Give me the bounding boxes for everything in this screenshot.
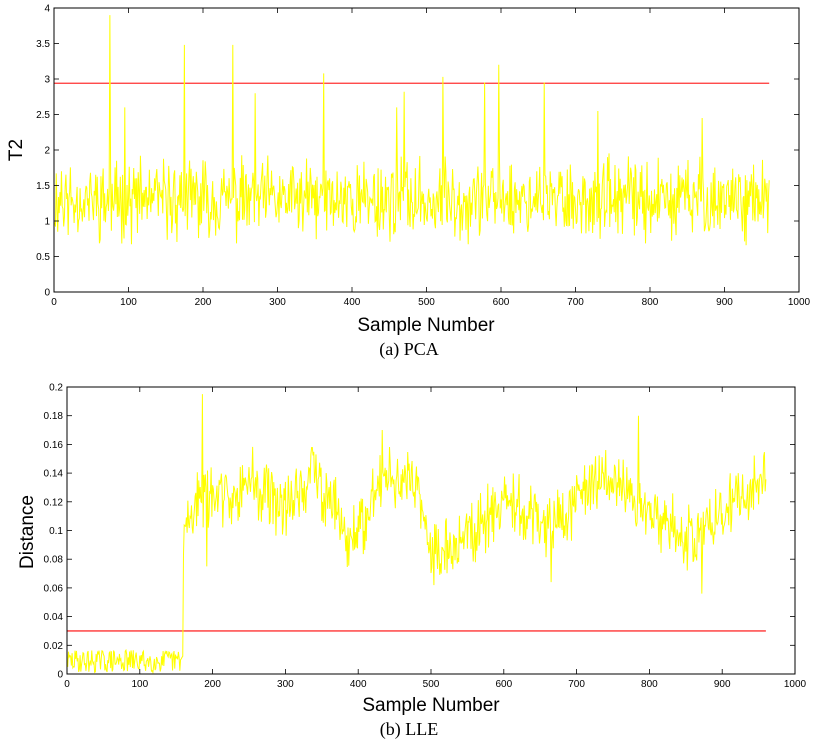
y-tick-label: 0.5 bbox=[36, 252, 50, 263]
x-tick-label: 300 bbox=[277, 679, 294, 690]
caption-lle: (b) LLE bbox=[380, 719, 438, 740]
y-tick-label: 0.06 bbox=[44, 583, 64, 594]
y-tick-label: 0 bbox=[44, 288, 50, 299]
chart-lle: 0 100 200 300 400 500 600 700 800 900 1000 0 0.02 0.0… bbox=[17, 383, 807, 741]
x-tick-label: 600 bbox=[495, 679, 512, 690]
y-tick-label: 0.14 bbox=[44, 469, 64, 480]
chart-pca: 0 100 200 300 400 500 600 700 800 900 1000 0 0.5 1 1.5… bbox=[6, 4, 811, 361]
y-tick-label: 2 bbox=[44, 146, 50, 157]
y-tick-label: 1 bbox=[44, 217, 50, 228]
x-tick-label: 400 bbox=[344, 297, 361, 308]
y-tick-label: 1.5 bbox=[36, 181, 50, 192]
plot-frame bbox=[53, 7, 800, 293]
x-tick-label: 600 bbox=[493, 297, 510, 308]
x-tick-label: 200 bbox=[195, 297, 212, 308]
distance-series-line bbox=[67, 394, 767, 675]
x-tick-label: 100 bbox=[120, 297, 137, 308]
x-axis-label: Sample Number bbox=[362, 695, 500, 716]
x-tick-label: 700 bbox=[567, 297, 584, 308]
x-tick-label: 100 bbox=[131, 679, 148, 690]
y-axis-label: T2 bbox=[6, 139, 27, 161]
y-tick-label: 0.02 bbox=[44, 641, 64, 652]
x-tick-label: 800 bbox=[641, 679, 658, 690]
x-tick-label: 400 bbox=[350, 679, 367, 690]
x-tick-label: 300 bbox=[269, 297, 286, 308]
x-tick-label: 900 bbox=[714, 679, 731, 690]
y-tick-label: 0.08 bbox=[44, 555, 64, 566]
caption-pca: (a) PCA bbox=[379, 339, 439, 360]
x-tick-label: 700 bbox=[568, 679, 585, 690]
y-tick-label: 3.5 bbox=[36, 39, 50, 50]
x-tick-label: 500 bbox=[418, 297, 435, 308]
x-tick-label: 1000 bbox=[784, 679, 807, 690]
y-tick-label: 4 bbox=[44, 4, 50, 15]
y-tick-label: 0.16 bbox=[44, 440, 64, 451]
y-tick-label: 3 bbox=[44, 75, 50, 86]
x-tick-label: 900 bbox=[716, 297, 733, 308]
x-tick-label: 800 bbox=[642, 297, 659, 308]
y-tick-label: 0.12 bbox=[44, 497, 64, 508]
x-tick-label: 200 bbox=[204, 679, 221, 690]
y-tick-label: 0.2 bbox=[49, 383, 63, 394]
y-tick-label: 0.1 bbox=[49, 526, 63, 537]
t2-series-line bbox=[54, 15, 770, 246]
axis-ticks: 0 100 200 300 400 500 600 700 800 900 1000 0 0.5 1 1.5… bbox=[36, 4, 810, 309]
y-tick-label: 0.18 bbox=[44, 411, 64, 422]
x-tick-label: 0 bbox=[51, 297, 57, 308]
axis-ticks: 0 100 200 300 400 500 600 700 800 900 1000 0 0.02 0.0… bbox=[44, 383, 807, 691]
x-tick-label: 500 bbox=[423, 679, 440, 690]
y-axis-label: Distance bbox=[17, 495, 38, 569]
x-tick-label: 1000 bbox=[788, 297, 811, 308]
x-axis-label: Sample Number bbox=[357, 315, 495, 336]
y-tick-label: 2.5 bbox=[36, 110, 50, 121]
y-tick-label: 0.04 bbox=[44, 612, 64, 623]
x-tick-label: 0 bbox=[64, 679, 70, 690]
y-tick-label: 0 bbox=[57, 670, 63, 681]
